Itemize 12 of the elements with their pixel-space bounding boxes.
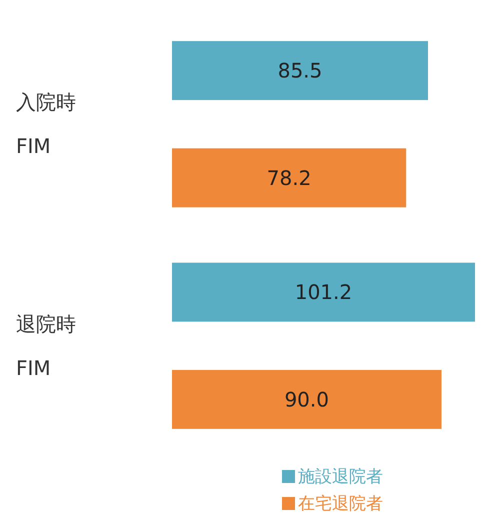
data-label: 78.2 (266, 166, 312, 190)
data-label: 90.0 (284, 387, 329, 412)
data-label: 101.2 (294, 280, 352, 304)
bar (172, 41, 428, 100)
y-tick-label: 退院時 FIM (16, 312, 76, 380)
legend-label: 施設退院者 (298, 466, 383, 487)
legend-label: 在宅退院者 (298, 494, 383, 514)
y-tick-label: 入院時 FIM (16, 90, 76, 158)
data-label: 85.5 (278, 58, 322, 83)
bar (172, 148, 406, 208)
bar (172, 262, 475, 322)
bar (172, 370, 442, 429)
